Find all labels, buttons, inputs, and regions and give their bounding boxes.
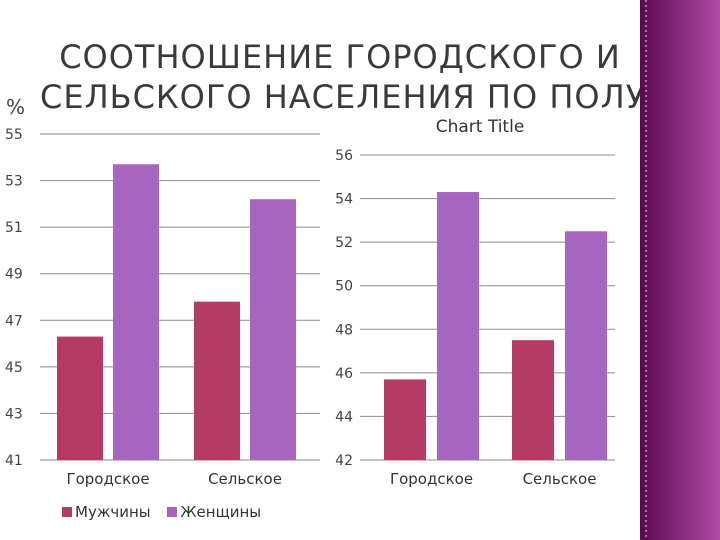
chart-right-y-tick-label: 48 xyxy=(335,322,353,338)
chart-right-bar-2-2 xyxy=(565,231,607,460)
chart-right-bar-2-1 xyxy=(437,192,479,461)
chart-right-title: Chart Title xyxy=(436,117,525,137)
chart-right-bar-1-2 xyxy=(512,340,554,460)
chart-left-y-tick-label: 49 xyxy=(5,267,23,283)
chart-right: Chart Title 42 44 46 48 50 52 54 56 Городское Сель… xyxy=(335,117,615,488)
chart-left-ylabel: % xyxy=(6,95,25,119)
legend-label-men: Мужчины xyxy=(75,503,151,521)
chart-left: % 41 43 45 47 49 51 53 55 Городское Сельское xyxy=(5,95,320,488)
chart-right-y-tick-label: 42 xyxy=(335,453,353,469)
chart-left-bar-1-1 xyxy=(57,336,103,460)
legend-swatch-men xyxy=(62,507,72,517)
legend-label-women: Женщины xyxy=(180,503,262,521)
chart-left-y-tick-label: 51 xyxy=(5,220,23,236)
decorative-side-band xyxy=(640,0,720,540)
chart-right-y-tick-label: 46 xyxy=(335,366,353,382)
chart-left-y-tick-label: 53 xyxy=(5,174,23,190)
chart-left-y-tick-label: 45 xyxy=(5,360,23,376)
chart-right-category-label: Городское xyxy=(390,470,473,488)
chart-right-y-tick-label: 44 xyxy=(335,409,353,425)
chart-right-y-tick-label: 50 xyxy=(335,279,353,295)
chart-left-bar-1-2 xyxy=(194,301,240,460)
chart-left-y-tick-label: 41 xyxy=(5,453,23,469)
chart-right-y-tick-label: 52 xyxy=(335,235,353,251)
slide-title-line-2: СЕЛЬСКОГО НАСЕЛЕНИЯ ПО ПОЛУ xyxy=(40,78,647,116)
chart-left-y-tick-label: 55 xyxy=(5,127,23,143)
chart-left-y-tick-label: 43 xyxy=(5,406,23,422)
chart-right-bar-1-1 xyxy=(384,379,426,460)
chart-left-bar-2-2 xyxy=(250,199,296,460)
chart-left-category-label: Сельское xyxy=(208,470,282,488)
chart-right-y-tick-label: 56 xyxy=(335,148,353,164)
chart-left-bar-2-1 xyxy=(113,164,159,460)
chart-right-category-label: Сельское xyxy=(523,470,597,488)
chart-left-y-tick-label: 47 xyxy=(5,313,23,329)
chart-left-legend: Мужчины Женщины xyxy=(62,503,261,521)
chart-left-category-label: Городское xyxy=(66,470,149,488)
legend-swatch-women xyxy=(167,507,178,517)
slide-title-line-1: СООТНОШЕНИЕ ГОРОДСКОГО И xyxy=(59,38,621,76)
chart-right-y-tick-label: 54 xyxy=(335,192,353,208)
